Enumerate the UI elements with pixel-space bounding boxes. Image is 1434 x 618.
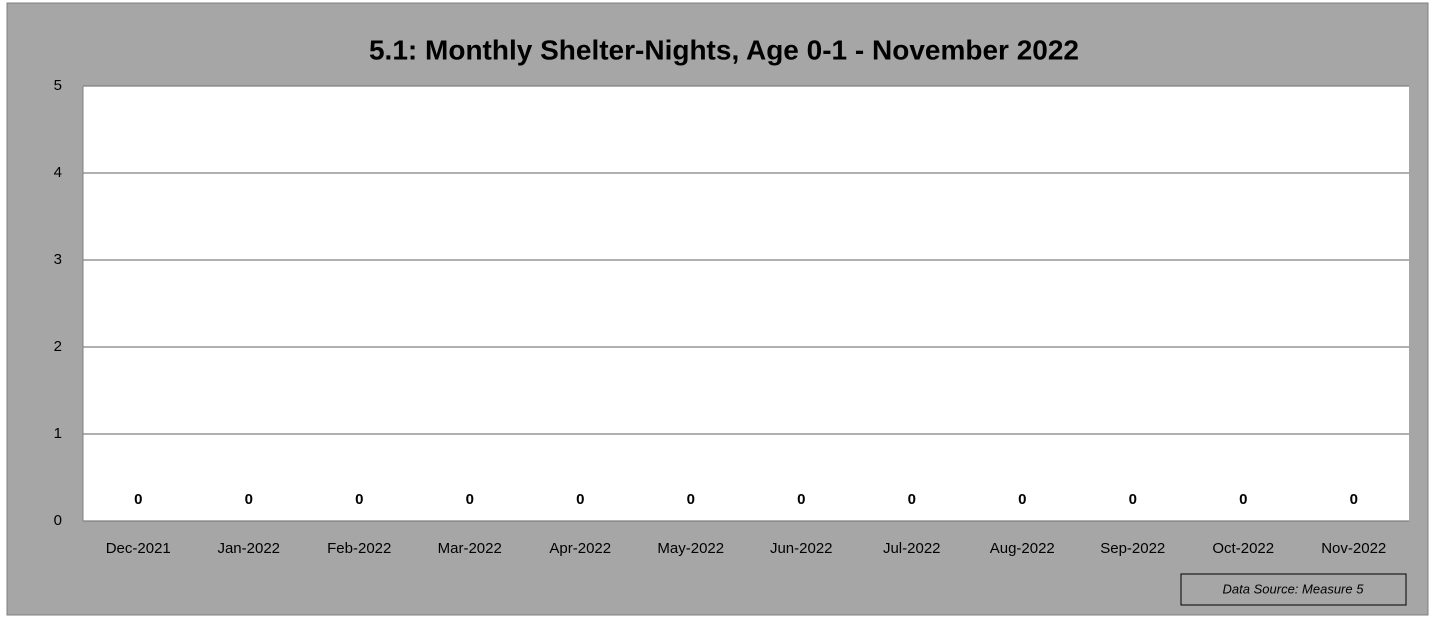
x-tick-label: Nov-2022	[1321, 540, 1386, 557]
value-label: 0	[466, 491, 474, 508]
x-tick-label: Oct-2022	[1212, 540, 1274, 557]
y-tick-label: 4	[54, 164, 62, 181]
x-tick-label: Feb-2022	[327, 540, 391, 557]
plot-area	[83, 86, 1409, 521]
x-tick-label: Mar-2022	[438, 540, 502, 557]
value-label: 0	[687, 491, 695, 508]
value-label: 0	[576, 491, 584, 508]
value-label: 0	[1239, 491, 1247, 508]
value-label: 0	[797, 491, 805, 508]
note-box	[1180, 573, 1407, 606]
y-tick-label: 0	[54, 512, 62, 529]
chart-title: 5.1: Monthly Shelter-Nights, Age 0-1 - N…	[369, 34, 1079, 65]
value-label: 0	[245, 491, 253, 508]
x-tick-label: Aug-2022	[990, 540, 1055, 557]
value-label: 0	[355, 491, 363, 508]
y-tick-label: 2	[54, 338, 62, 355]
y-tick-label: 5	[54, 77, 62, 94]
y-tick-label: 3	[54, 251, 62, 268]
value-label: 0	[1350, 491, 1358, 508]
data-source-note: Data Source: Measure 5	[1223, 581, 1365, 596]
value-label: 0	[908, 491, 916, 508]
x-tick-label: Jun-2022	[770, 540, 833, 557]
x-tick-label: Dec-2021	[106, 540, 171, 557]
x-tick-label: Jan-2022	[217, 540, 280, 557]
x-tick-label: May-2022	[657, 540, 724, 557]
x-tick-label: Jul-2022	[883, 540, 941, 557]
x-tick-label: Apr-2022	[549, 540, 611, 557]
value-label: 0	[1129, 491, 1137, 508]
value-label: 0	[1018, 491, 1026, 508]
x-tick-label: Sep-2022	[1100, 540, 1165, 557]
value-label: 0	[134, 491, 142, 508]
y-tick-label: 1	[54, 425, 62, 442]
